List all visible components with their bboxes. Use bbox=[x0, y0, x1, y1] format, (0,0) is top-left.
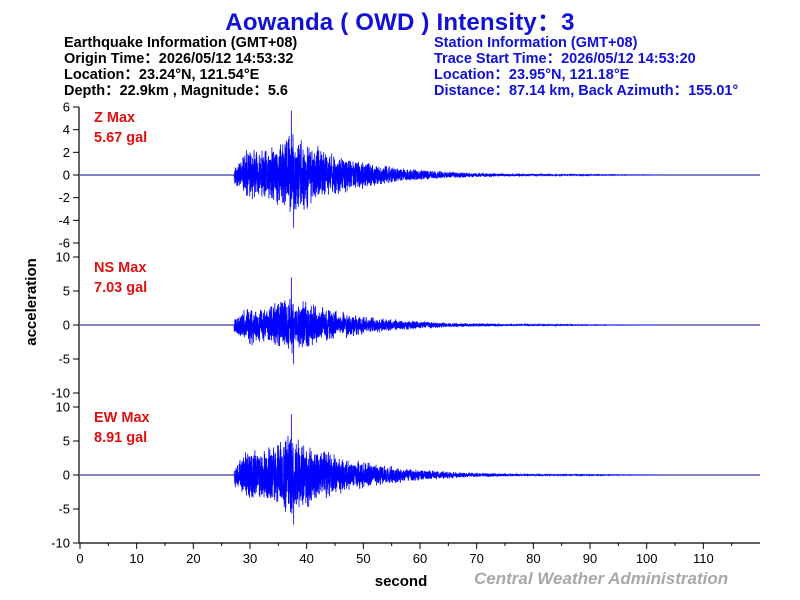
ns-y-tick-label: 0 bbox=[63, 318, 70, 333]
ns-y-tick-label: 10 bbox=[56, 250, 70, 265]
ew-y-tick-label: -10 bbox=[51, 536, 70, 551]
z-max-title: Z Max bbox=[94, 110, 136, 126]
ns-max-title: NS Max bbox=[94, 260, 147, 276]
ns-waveform bbox=[233, 277, 659, 365]
ns-max-label: NS Max 7.03 gal bbox=[94, 258, 147, 298]
z-max-label: Z Max 5.67 gal bbox=[94, 108, 147, 148]
ew-y-tick-label: 5 bbox=[63, 434, 70, 449]
x-tick-label: 0 bbox=[76, 551, 83, 566]
x-tick-label: 70 bbox=[469, 551, 483, 566]
z-y-tick-label: 4 bbox=[63, 122, 70, 137]
chart-title: Aowanda ( OWD ) Intensity：3 bbox=[225, 9, 575, 36]
x-tick-label: 110 bbox=[693, 551, 714, 566]
z-waveform bbox=[233, 110, 659, 228]
station-info-heading: Station Information (GMT+08) bbox=[434, 35, 638, 51]
depth-magnitude: Depth：22.9km , Magnitude：5.6 bbox=[64, 83, 288, 99]
x-tick-label: 60 bbox=[413, 551, 427, 566]
ns-y-tick-label: 5 bbox=[63, 284, 70, 299]
station-info: Station Information (GMT+08) Trace Start… bbox=[434, 35, 738, 99]
seismogram-axes: 0 10 20 30 40 50 60 70 80 90 100 1106420-2-4-61050-… bbox=[51, 100, 760, 566]
origin-time: Origin Time：2026/05/12 14:53:32 bbox=[64, 51, 294, 67]
seismogram-traces bbox=[80, 110, 760, 525]
z-max-value: 5.67 gal bbox=[94, 130, 148, 146]
x-axis-label: second bbox=[375, 573, 428, 590]
station-location: Location：23.95°N, 121.18°E bbox=[434, 67, 630, 83]
ew-y-tick-label: 0 bbox=[63, 468, 70, 483]
credit-text: Central Weather Administration bbox=[474, 569, 729, 588]
x-tick-label: 80 bbox=[526, 551, 540, 566]
ew-max-value: 8.91 gal bbox=[94, 430, 148, 446]
ns-max-value: 7.03 gal bbox=[94, 280, 148, 296]
z-y-tick-label: 0 bbox=[63, 168, 70, 183]
x-tick-label: 20 bbox=[186, 551, 200, 566]
ns-y-tick-label: -5 bbox=[58, 352, 70, 367]
ns-y-tick-label: -10 bbox=[51, 386, 70, 401]
x-tick-label: 30 bbox=[243, 551, 257, 566]
ew-max-title: EW Max bbox=[94, 410, 150, 426]
x-tick-label: 40 bbox=[299, 551, 313, 566]
x-tick-label: 50 bbox=[356, 551, 370, 566]
x-tick-label: 100 bbox=[636, 551, 658, 566]
earthquake-info: Earthquake Information (GMT+08) Origin T… bbox=[64, 35, 297, 99]
ew-y-tick-label: 10 bbox=[56, 400, 70, 415]
z-y-tick-label: -4 bbox=[58, 213, 70, 228]
ew-waveform bbox=[233, 414, 659, 525]
earthquake-info-heading: Earthquake Information (GMT+08) bbox=[64, 35, 298, 51]
ew-max-label: EW Max 8.91 gal bbox=[94, 408, 150, 448]
x-tick-label: 90 bbox=[583, 551, 597, 566]
x-tick-label: 10 bbox=[129, 551, 143, 566]
epicenter-location: Location：23.24°N, 121.54°E bbox=[64, 67, 260, 83]
z-y-tick-label: 2 bbox=[63, 145, 70, 160]
ew-y-tick-label: -5 bbox=[58, 502, 70, 517]
z-y-tick-label: -2 bbox=[58, 190, 70, 205]
trace-start-time: Trace Start Time：2026/05/12 14:53:20 bbox=[434, 51, 696, 67]
z-y-tick-label: -6 bbox=[58, 236, 70, 251]
station-distance: Distance：87.14 km, Back Azimuth：155.01° bbox=[434, 83, 739, 99]
y-axis-label: acceleration bbox=[23, 258, 40, 346]
z-y-tick-label: 6 bbox=[63, 100, 70, 115]
